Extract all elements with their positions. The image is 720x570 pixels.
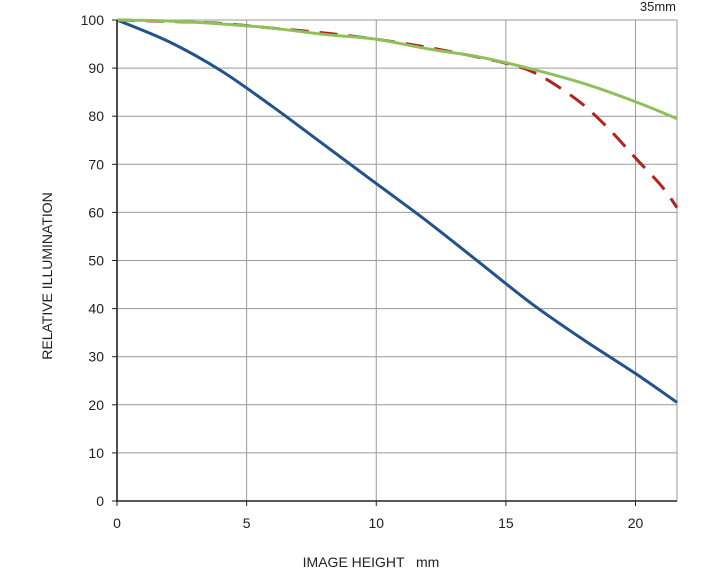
series-line-green: [116, 18, 678, 120]
focal-length-label: 35mm: [640, 0, 676, 14]
y-tick-label: 10: [88, 445, 104, 461]
series-line-blue: [116, 18, 678, 404]
y-tick-label: 0: [96, 493, 104, 509]
x-axis-label: IMAGE HEIGHT mm: [303, 554, 440, 570]
series-lines: [116, 18, 679, 404]
grid: [117, 19, 678, 501]
y-tick-label: 70: [88, 156, 104, 172]
y-tick-label: 40: [88, 301, 104, 317]
y-axis-label: RELATIVE ILLUMINATION: [39, 192, 55, 360]
y-tick-label: 30: [88, 349, 104, 365]
x-tick-label: 0: [113, 515, 121, 531]
series-line-red-dashed: [116, 18, 679, 209]
tick-labels: 0 5 10 15 20 0 10 20 30 40 50 60 70 80 90 100: [81, 12, 644, 531]
x-tick-label: 20: [628, 515, 644, 531]
y-tick-label: 20: [88, 397, 104, 413]
y-tick-label: 90: [88, 60, 104, 76]
x-tick-label: 10: [368, 515, 384, 531]
y-tick-label: 60: [88, 204, 104, 220]
y-tick-label: 100: [81, 12, 105, 28]
y-tick-label: 80: [88, 108, 104, 124]
x-tick-label: 5: [243, 515, 251, 531]
x-tick-label: 15: [498, 515, 514, 531]
y-tick-label: 50: [88, 253, 104, 269]
axes: [112, 19, 677, 506]
